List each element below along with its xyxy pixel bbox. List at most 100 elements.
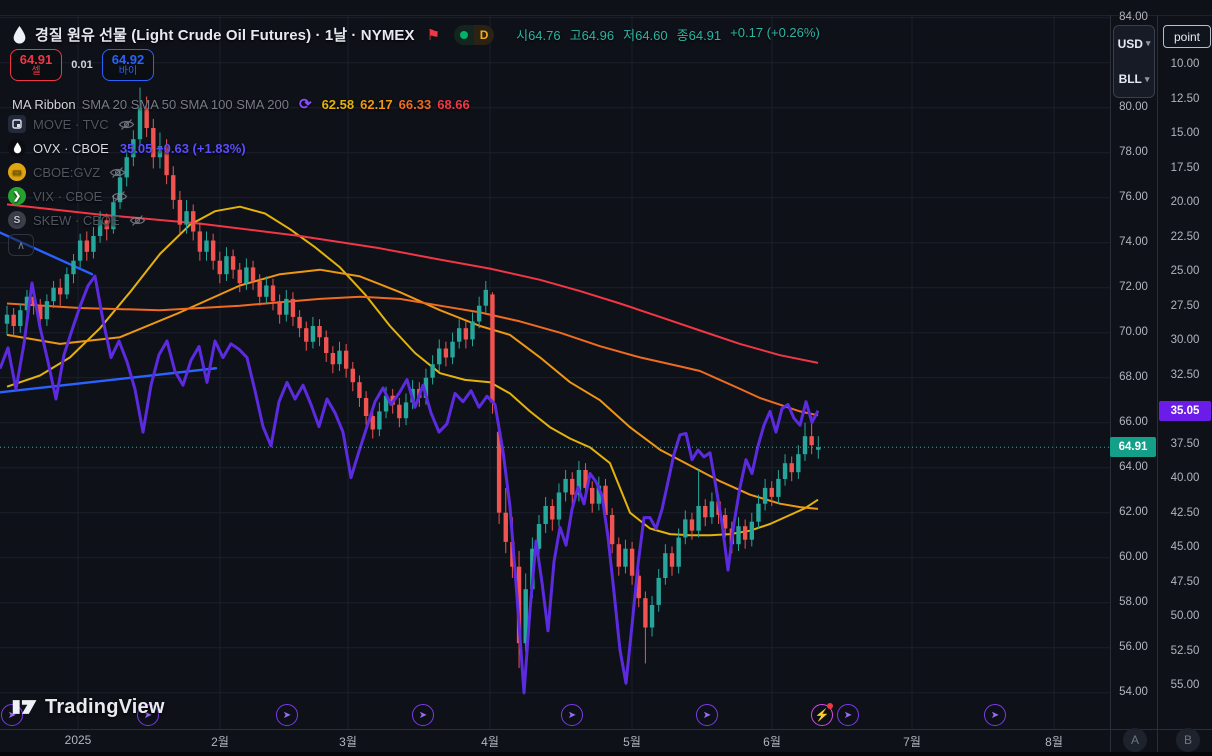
candle-body[interactable] — [476, 305, 482, 322]
candle-body[interactable] — [270, 285, 276, 302]
candle-body[interactable] — [11, 314, 16, 326]
event-arrow-marker[interactable]: ➤ — [561, 704, 583, 726]
event-arrow-marker[interactable]: ➤ — [276, 704, 298, 726]
candle-body[interactable] — [496, 431, 502, 513]
candle-body[interactable] — [782, 463, 788, 479]
unit-selector[interactable]: BLL ▾ — [1118, 72, 1150, 87]
trendline[interactable] — [0, 367, 218, 394]
buy-button[interactable]: 64.92 바이 — [102, 49, 154, 81]
candle-body[interactable] — [157, 146, 163, 158]
event-arrow-marker[interactable]: ➤ — [412, 704, 434, 726]
candle-body[interactable] — [596, 485, 602, 504]
indicator-row-gvz[interactable]: ▭ CBOE:GVZ — [8, 162, 126, 182]
candle-body[interactable] — [437, 348, 442, 365]
candle-body[interactable] — [330, 353, 336, 365]
candle-body[interactable] — [230, 256, 236, 270]
candle-body[interactable] — [297, 316, 302, 329]
market-status-pill[interactable]: D — [454, 24, 495, 45]
candle-body[interactable] — [683, 519, 688, 538]
candle-body[interactable] — [383, 395, 389, 412]
price-chart-canvas[interactable] — [0, 0, 1110, 752]
candle-body[interactable] — [736, 526, 741, 545]
indicator-row-move[interactable]: MOVE · TVC — [8, 114, 135, 134]
sma-line-sma200[interactable] — [6, 203, 819, 364]
candle-body[interactable] — [550, 506, 555, 520]
candle-body[interactable] — [703, 506, 708, 518]
indicator-row-ovx[interactable]: OVX · CBOE 35.05 +0.63 (+1.83%) — [8, 138, 246, 158]
candle-body[interactable] — [24, 296, 30, 311]
sma-line-sma50[interactable] — [6, 268, 819, 510]
point-unit-button[interactable]: point — [1163, 25, 1211, 48]
candle-body[interactable] — [769, 487, 774, 497]
candle-body[interactable] — [443, 348, 449, 358]
candle-body[interactable] — [430, 364, 435, 378]
candle-body[interactable] — [104, 220, 109, 230]
candle-body[interactable] — [184, 211, 189, 225]
candle-body[interactable] — [363, 398, 369, 416]
candle-body[interactable] — [636, 575, 641, 599]
candle-body[interactable] — [64, 274, 70, 295]
currency-selector[interactable]: USD ▾ — [1117, 36, 1151, 51]
time-axis[interactable]: 2025 2월 3월 4월 5월 6월 7월 8월 — [0, 729, 1110, 752]
eye-hidden-icon[interactable] — [109, 166, 126, 179]
candle-body[interactable] — [756, 503, 761, 522]
vol-axis-separator[interactable] — [1157, 15, 1158, 752]
ma-ribbon-legend[interactable]: MA Ribbon SMA 20 SMA 50 SMA 100 SMA 200 … — [12, 95, 470, 113]
candle-body[interactable] — [224, 256, 229, 275]
candle-body[interactable] — [31, 296, 36, 306]
candle-body[interactable] — [191, 211, 196, 232]
candle-body[interactable] — [151, 128, 156, 158]
candle-body[interactable] — [656, 577, 661, 605]
price-axis[interactable]: 84.00 80.00 78.00 76.00 74.00 72.00 70.00 68.00… — [1111, 11, 1156, 729]
candle-body[interactable] — [503, 512, 508, 542]
candle-body[interactable] — [463, 328, 469, 340]
candle-body[interactable] — [84, 240, 89, 252]
candle-body[interactable] — [370, 416, 375, 430]
candle-body[interactable] — [583, 470, 588, 488]
candle-body[interactable] — [789, 463, 794, 473]
candle-body[interactable] — [250, 267, 256, 281]
candle-body[interactable] — [97, 220, 103, 236]
eye-hidden-icon[interactable] — [118, 118, 135, 131]
sma-line-sma20[interactable] — [6, 205, 819, 537]
candle-body[interactable] — [543, 506, 548, 524]
candle-body[interactable] — [124, 157, 129, 178]
ovx-line[interactable] — [0, 274, 820, 695]
candle-body[interactable] — [403, 402, 409, 419]
candle-body[interactable] — [723, 515, 728, 529]
candle-body[interactable] — [4, 314, 10, 324]
candle-body[interactable] — [343, 350, 349, 369]
candle-body[interactable] — [556, 492, 562, 520]
candle-body[interactable] — [337, 350, 342, 365]
candle-body[interactable] — [676, 537, 681, 567]
symbol-title[interactable]: 경질 원유 선물 (Light Crude Oil Futures) · 1날 … — [35, 27, 415, 44]
price-axis-separator[interactable] — [1110, 15, 1111, 752]
event-arrow-marker[interactable]: ➤ — [837, 704, 859, 726]
vol-axis[interactable]: 10.00 12.50 15.00 17.50 20.00 22.50 25.00 27.50… — [1158, 15, 1212, 729]
candle-body[interactable] — [457, 328, 462, 342]
candle-body[interactable] — [144, 107, 149, 128]
candle-body[interactable] — [689, 519, 695, 531]
candle-body[interactable] — [277, 301, 282, 315]
candle-body[interactable] — [237, 269, 242, 284]
candle-body[interactable] — [470, 321, 475, 340]
candle-body[interactable] — [796, 454, 801, 473]
candle-body[interactable] — [171, 175, 176, 200]
candle-body[interactable] — [44, 301, 50, 320]
indicator-row-skew[interactable]: S SKEW · CBOE — [8, 210, 146, 230]
live-event-flash-marker[interactable]: ⚡ — [811, 703, 833, 726]
candle-body[interactable] — [603, 485, 608, 515]
candle-body[interactable] — [523, 589, 528, 644]
eye-hidden-icon[interactable] — [111, 190, 128, 203]
candle-body[interactable] — [749, 521, 754, 540]
candle-body[interactable] — [663, 553, 668, 578]
event-arrow-marker[interactable]: ➤ — [984, 704, 1006, 726]
candle-body[interactable] — [111, 202, 116, 230]
event-arrow-marker[interactable]: ➤ — [137, 704, 159, 726]
candle-body[interactable] — [304, 328, 309, 342]
candle-body[interactable] — [204, 240, 209, 252]
candle-body[interactable] — [669, 553, 675, 567]
candle-body[interactable] — [802, 436, 808, 455]
candle-body[interactable] — [623, 548, 628, 567]
scale-auto-button[interactable]: A — [1123, 728, 1147, 752]
